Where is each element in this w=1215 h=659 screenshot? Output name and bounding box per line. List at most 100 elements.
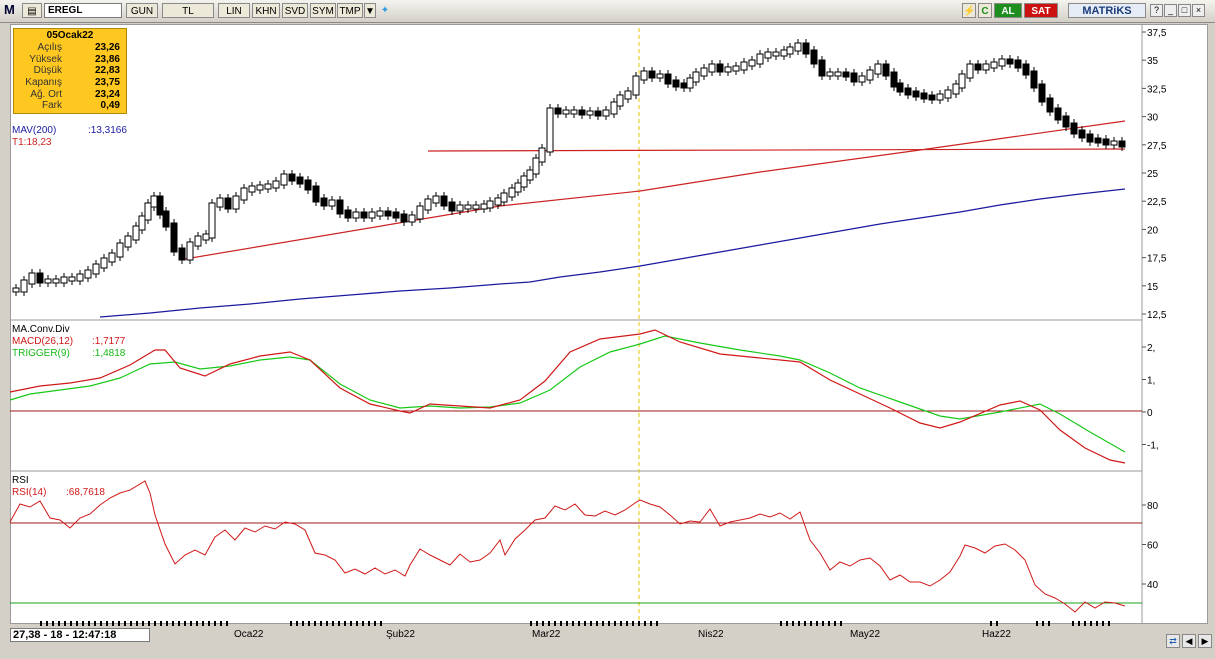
x-axis-tick-mark [362, 621, 364, 628]
candle [850, 72, 858, 83]
lightning-icon[interactable]: ⚡ [962, 3, 976, 18]
candle [36, 272, 44, 284]
rsi-label: RSI(14) [12, 487, 47, 498]
scale-button[interactable]: LIN [218, 3, 250, 18]
x-axis-tick-mark [368, 621, 370, 628]
symbol-icon[interactable]: ▤ [22, 3, 42, 18]
info-key: Kapanış [25, 77, 62, 89]
candle [532, 157, 540, 175]
x-axis-tick-mark [780, 621, 782, 628]
x-axis-tick-mark [530, 621, 532, 628]
candle [144, 202, 152, 221]
chart-area[interactable] [10, 24, 1208, 624]
x-axis-tick-mark [554, 621, 556, 628]
info-key: Açılış [37, 42, 62, 53]
x-axis-tick-mark [644, 621, 646, 628]
period-button[interactable]: GUN [126, 3, 158, 18]
currency-button[interactable]: TL [162, 3, 214, 18]
x-axis-tick-mark [184, 621, 186, 628]
candle [202, 233, 210, 241]
x-axis-tick-mark [118, 621, 120, 628]
x-axis-tick-mark [326, 621, 328, 628]
price-tick-label: 12,5 [1147, 310, 1167, 321]
candle [928, 94, 936, 101]
twitter-icon[interactable]: ✦ [380, 5, 390, 16]
candle [896, 82, 904, 93]
candle [952, 83, 960, 95]
candle [546, 107, 554, 153]
x-axis-tick-mark [356, 621, 358, 628]
rsi-line [9, 480, 1126, 613]
x-axis-tick-mark [542, 621, 544, 628]
minimize-icon[interactable]: _ [1164, 4, 1177, 17]
candle [772, 51, 780, 57]
x-axis-tick-mark [320, 621, 322, 628]
rsi-tick-label: 80 [1147, 501, 1159, 512]
x-axis-label: May22 [850, 629, 881, 640]
x-axis-tick-mark [798, 621, 800, 628]
x-axis-tick-mark [350, 621, 352, 628]
x-axis-label: Nis22 [698, 629, 724, 640]
candle [68, 276, 76, 282]
x-axis-tick-mark [810, 621, 812, 628]
candle [724, 66, 732, 73]
price-tick-label: 32,5 [1147, 84, 1167, 95]
rsi-tick-label: 60 [1147, 541, 1159, 552]
x-axis-tick-mark [148, 621, 150, 628]
candle [998, 58, 1006, 67]
price-tick-label: 22,5 [1147, 197, 1167, 208]
candle [818, 59, 826, 77]
info-value: 0,49 [100, 100, 120, 112]
candle [944, 89, 952, 99]
symbol-input[interactable]: EREGL [44, 3, 122, 18]
candle [376, 210, 384, 217]
x-axis-tick-mark [130, 621, 132, 628]
candle [494, 197, 502, 206]
candle [232, 195, 240, 210]
x-axis-label: Mar22 [532, 629, 561, 640]
x-axis-tick-mark [100, 621, 102, 628]
candle [138, 215, 146, 231]
info-value: 23,24 [94, 88, 120, 100]
candle [20, 279, 28, 293]
candle [400, 213, 408, 223]
sym-button[interactable]: SYM [310, 3, 336, 18]
tmp-button[interactable]: TMP [337, 3, 363, 18]
refresh-button[interactable]: C [978, 3, 992, 18]
candle [538, 147, 546, 163]
x-axis-tick-mark [1102, 621, 1104, 628]
candle [12, 287, 20, 293]
price-tick-label: 17,5 [1147, 254, 1167, 265]
scroll-left-icon[interactable]: ◀ [1182, 634, 1196, 648]
x-axis-tick-mark [46, 621, 48, 628]
sell-button[interactable]: SAT [1024, 3, 1058, 18]
sync-icon[interactable]: ⇄ [1166, 634, 1180, 648]
khn-button[interactable]: KHN [252, 3, 280, 18]
candle [966, 63, 974, 79]
maximize-icon[interactable]: □ [1178, 4, 1191, 17]
help-icon[interactable]: ? [1150, 4, 1163, 17]
candles-group [12, 39, 1126, 628]
x-axis-tick-mark [804, 621, 806, 628]
candle [440, 195, 448, 207]
candle [826, 71, 834, 77]
candle [520, 175, 528, 188]
dropdown-icon[interactable]: ▼ [364, 3, 376, 18]
x-axis-tick-mark [816, 621, 818, 628]
t1-label: T1:18,23 [12, 137, 52, 148]
close-icon[interactable]: × [1192, 4, 1205, 17]
x-axis-tick-mark [208, 621, 210, 628]
price-tick-label: 37,5 [1147, 28, 1167, 39]
candle [680, 82, 688, 89]
candle [672, 79, 680, 88]
candle [208, 202, 216, 239]
scroll-right-icon[interactable]: ▶ [1198, 634, 1212, 648]
candle [1070, 122, 1078, 135]
x-axis-tick-mark [584, 621, 586, 628]
macd-label: MACD(26,12) [12, 336, 74, 347]
svd-button[interactable]: SVD [282, 3, 308, 18]
buy-button[interactable]: AL [994, 3, 1022, 18]
x-axis-tick-mark [94, 621, 96, 628]
price-tick-label: 30 [1147, 113, 1159, 124]
candle [132, 225, 140, 241]
